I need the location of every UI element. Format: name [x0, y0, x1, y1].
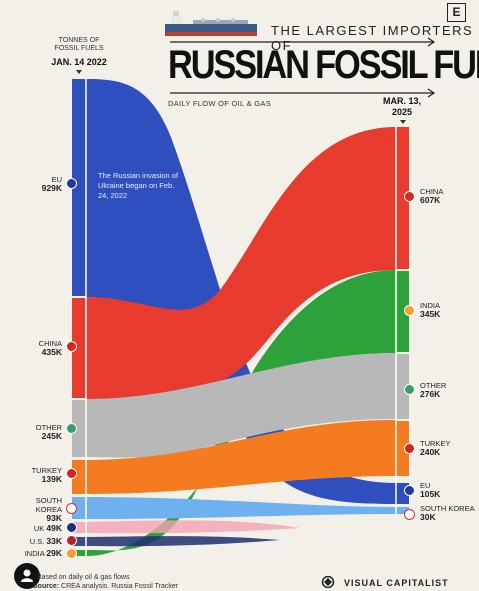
source-line: Source: CREA analysis. Russia Fossil Tra… [33, 583, 179, 590]
invasion-annotation: The Russian invasion of Ukraine began on… [98, 171, 179, 200]
left-axis-unit: TONNES OF FOSSIL FUELS [54, 37, 104, 52]
flow-eu [72, 79, 409, 504]
us-flag-icon [66, 535, 77, 546]
title-arrows [170, 37, 436, 98]
globe-icon [404, 384, 415, 395]
title-top: THE LARGEST IMPORTERS OF [271, 23, 474, 53]
visual-capitalist-logo-icon [321, 576, 335, 588]
page-title: RUSSIAN FOSSIL FUELS [168, 43, 479, 87]
right-label-south-korea: SOUTH KOREA 30K [420, 504, 475, 522]
globe-icon [66, 423, 77, 434]
flow-south-korea [72, 497, 409, 519]
left-label-turkey: TURKEY 139K [31, 466, 62, 484]
right-axis-date: MAR. 13, 2025 [382, 96, 421, 117]
right-label-other: OTHER 276K [420, 381, 447, 399]
flow-turkey [72, 420, 409, 494]
left-axis-date: JAN. 14 2022 [51, 57, 107, 67]
flow-other [72, 353, 409, 458]
left-date-marker [76, 70, 82, 74]
right-label-eu: EU 105K [420, 481, 441, 499]
china-flag-icon [404, 191, 415, 202]
left-label-other: OTHER 245K [35, 423, 62, 441]
publisher-logo[interactable]: E [447, 3, 466, 22]
flow-china [72, 127, 409, 400]
tanker-ship-icon [165, 11, 257, 36]
south-korea-flag-icon [66, 503, 77, 514]
subtitle: DAILY FLOW OF OIL & GAS [168, 99, 272, 108]
flow-uk [72, 520, 300, 534]
right-label-turkey: TURKEY 240K [420, 439, 451, 457]
right-label-india: INDIA 345K [420, 301, 441, 319]
user-avatar-icon[interactable] [14, 563, 40, 589]
eu-flag-icon [404, 485, 415, 496]
left-label-uk: UK 49K [33, 523, 62, 534]
footnote: Based on daily oil & gas flows [37, 574, 130, 581]
left-label-us: U.S. 33K [29, 536, 62, 547]
china-flag-icon [66, 341, 77, 352]
left-label-eu: EU 929K [41, 175, 62, 193]
eu-flag-icon [66, 178, 77, 189]
left-label-china: CHINA 435K [38, 339, 62, 357]
right-date-marker [400, 120, 406, 124]
brand-name[interactable]: VISUAL CAPITALIST [344, 578, 449, 588]
india-flag-icon [66, 548, 77, 559]
india-flag-icon [404, 305, 415, 316]
turkey-flag-icon [404, 443, 415, 454]
uk-flag-icon [66, 522, 77, 533]
turkey-flag-icon [66, 468, 77, 479]
flow-us [72, 536, 280, 547]
south-korea-flag-icon [404, 509, 415, 520]
left-label-india: INDIA 29K [24, 548, 62, 559]
right-label-china: CHINA 607K [420, 187, 444, 205]
left-label-south-korea: SOUTH KOREA 93K [35, 496, 62, 523]
